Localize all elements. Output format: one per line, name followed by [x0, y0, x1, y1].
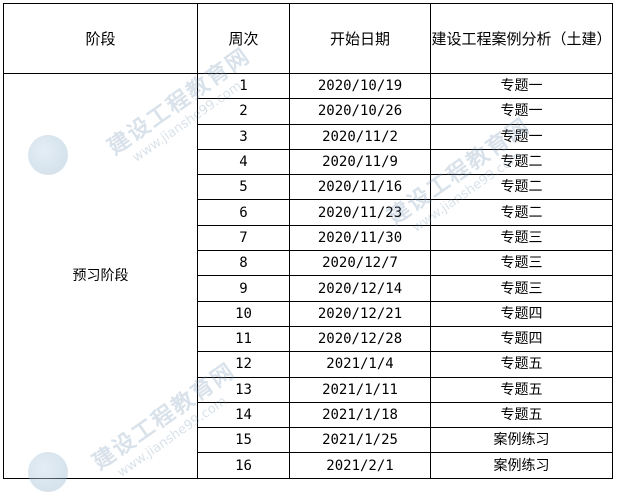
date-cell: 2020/12/21 [289, 300, 431, 327]
week-cell: 11 [197, 325, 290, 353]
date-cell: 2020/10/19 [289, 72, 431, 100]
week-cell: 9 [197, 275, 290, 302]
date-cell: 2021/1/18 [289, 401, 431, 429]
date-cell: 2020/11/30 [289, 224, 431, 252]
topic-cell: 专题三 [430, 275, 613, 302]
table-row: 6 2020/11/23 专题二 [4, 199, 613, 226]
topic-cell: 专题五 [430, 376, 613, 403]
table-row: 14 2021/1/18 专题五 [4, 401, 613, 429]
date-cell: 2021/2/1 [289, 452, 431, 479]
topic-cell: 专题五 [430, 351, 613, 378]
date-cell: 2020/12/28 [289, 325, 431, 353]
header-course: 建设工程案例分析（土建） [430, 3, 613, 74]
week-cell: 6 [197, 199, 290, 226]
table-row: 11 2020/12/28 专题四 [4, 325, 613, 353]
topic-cell: 专题一 [430, 72, 613, 100]
week-cell: 13 [197, 376, 290, 403]
table-row: 5 2020/11/16 专题二 [4, 174, 613, 201]
topic-cell: 专题二 [430, 148, 613, 176]
table-row: 预习阶段 1 2020/10/19 专题一 [3, 72, 613, 479]
date-cell: 2021/1/11 [289, 376, 431, 403]
header-row: 阶段 周次 开始日期 建设工程案例分析（土建） [3, 3, 613, 74]
header-week: 周次 [197, 3, 290, 74]
topic-cell: 专题四 [430, 300, 613, 327]
topic-cell: 专题四 [430, 325, 613, 353]
date-cell: 2020/11/9 [289, 148, 431, 176]
topic-cell: 专题二 [430, 174, 613, 201]
date-cell: 2020/11/23 [289, 199, 431, 226]
table-row: 8 2020/12/7 专题三 [4, 250, 613, 277]
week-cell: 16 [197, 452, 290, 479]
table-row: 15 2021/1/25 案例练习 [4, 427, 613, 454]
date-cell: 2021/1/4 [289, 351, 431, 378]
date-cell: 2020/12/7 [289, 250, 431, 277]
week-cell: 14 [197, 401, 290, 429]
topic-cell: 案例练习 [430, 427, 613, 454]
week-cell: 5 [197, 174, 290, 201]
topic-cell: 专题一 [430, 123, 613, 150]
table-row: 2 2020/10/26 专题一 [4, 98, 613, 125]
date-cell: 2020/10/26 [289, 98, 431, 125]
week-cell: 7 [197, 224, 290, 252]
date-cell: 2020/11/2 [289, 123, 431, 150]
week-cell: 8 [197, 250, 290, 277]
header-stage: 阶段 [3, 3, 198, 74]
header-start-date: 开始日期 [289, 3, 431, 74]
table-row: 10 2020/12/21 专题四 [4, 300, 613, 327]
week-cell: 3 [197, 123, 290, 150]
table-row: 3 2020/11/2 专题一 [4, 123, 613, 150]
table-row: 16 2021/2/1 案例练习 [4, 452, 613, 479]
date-cell: 2021/1/25 [289, 427, 431, 454]
date-cell: 2020/11/16 [289, 174, 431, 201]
week-cell: 15 [197, 427, 290, 454]
week-cell: 2 [197, 98, 290, 125]
table-row: 7 2020/11/30 专题三 [4, 224, 613, 252]
topic-cell: 专题一 [430, 98, 613, 125]
week-cell: 12 [197, 351, 290, 378]
topic-cell: 专题五 [430, 401, 613, 429]
stage-cell: 预习阶段 [3, 73, 198, 479]
week-cell: 10 [197, 300, 290, 327]
week-cell: 1 [197, 72, 290, 100]
topic-cell: 专题三 [430, 250, 613, 277]
week-cell: 4 [197, 148, 290, 176]
schedule-table: 阶段 周次 开始日期 建设工程案例分析（土建） 预习阶段 1 2020/10/19 专… [3, 3, 613, 479]
topic-cell: 专题三 [430, 224, 613, 252]
date-cell: 2020/12/14 [289, 275, 431, 302]
table-row: 13 2021/1/11 专题五 [4, 376, 613, 403]
topic-cell: 案例练习 [430, 452, 613, 479]
table-row: 4 2020/11/9 专题二 [4, 148, 613, 176]
table-row: 9 2020/12/14 专题三 [4, 275, 613, 302]
topic-cell: 专题二 [430, 199, 613, 226]
